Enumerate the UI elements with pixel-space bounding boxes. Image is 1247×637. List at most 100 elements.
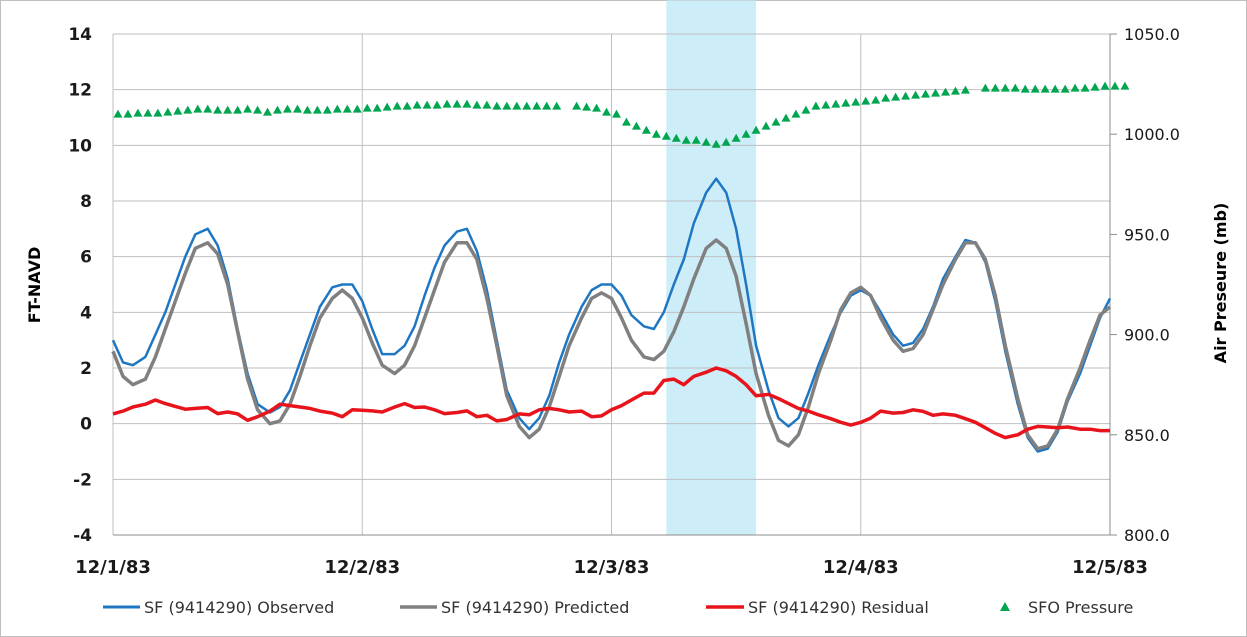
legend-label-predicted: SF (9414290) Predicted: [441, 598, 629, 617]
pressure-point-3: [143, 108, 153, 117]
pressure-point-15: [263, 107, 273, 116]
x-tick-label-3: 12/4/83: [823, 557, 899, 578]
pressure-point-27: [382, 102, 392, 111]
series-line-2: [112, 366, 1110, 440]
pressure-point-18: [292, 104, 302, 113]
pressure-point-71: [831, 99, 841, 108]
x-tick-label-2: 12/3/83: [574, 557, 650, 578]
pressure-point-45: [572, 101, 582, 110]
pressure-point-43: [542, 101, 552, 110]
pressure-point-46: [582, 102, 592, 111]
pressure-point-96: [1090, 82, 1100, 91]
pressure-point-6: [173, 106, 183, 115]
pressure-point-20: [312, 105, 322, 114]
pressure-point-57: [691, 135, 701, 144]
pressure-point-92: [1050, 84, 1060, 93]
pressure-point-91: [1040, 84, 1050, 93]
pressure-point-69: [811, 101, 821, 110]
pressure-point-82: [940, 87, 950, 96]
grid-layer: [112, 33, 1111, 535]
pressure-point-4: [153, 108, 163, 117]
y-tick-label-8: 12: [68, 81, 92, 101]
pressure-point-16: [273, 105, 283, 114]
pressure-point-52: [641, 125, 651, 134]
pressure-point-30: [412, 100, 422, 109]
y2-tick-label-2: 900.0: [1124, 326, 1170, 345]
pressure-point-65: [771, 117, 781, 126]
y-tick-label-3: 2: [80, 359, 92, 379]
pressure-point-12: [233, 105, 243, 114]
pressure-point-25: [362, 103, 372, 112]
pressure-point-32: [432, 100, 442, 109]
pressure-point-98: [1110, 81, 1120, 90]
pressure-point-97: [1100, 81, 1110, 90]
pressure-point-17: [282, 104, 292, 113]
pressure-point-56: [681, 135, 691, 144]
pressure-point-74: [861, 96, 871, 105]
y-tick-label-4: 4: [80, 303, 92, 323]
legend-label-observed: SF (9414290) Observed: [144, 598, 334, 617]
y-axis-label: FT-NAVD: [25, 247, 44, 323]
pressure-point-61: [731, 133, 741, 142]
pressure-point-78: [901, 91, 911, 100]
pressure-point-99: [1120, 81, 1130, 90]
pressure-point-7: [183, 105, 193, 114]
series-line-0: [111, 177, 1112, 453]
x-tick-label-1: 12/2/83: [324, 557, 400, 578]
pressure-point-24: [352, 104, 362, 113]
pressure-point-22: [332, 104, 342, 113]
pressure-point-23: [342, 104, 352, 113]
pressure-point-2: [133, 108, 143, 117]
pressure-point-31: [422, 100, 432, 109]
pressure-point-73: [851, 97, 861, 106]
legend-label-pressure: SFO Pressure: [1028, 598, 1133, 617]
y-tick-label-1: -2: [73, 470, 92, 490]
pressure-point-58: [701, 137, 711, 146]
series-layer: [111, 81, 1130, 453]
pressure-point-21: [322, 105, 332, 114]
pressure-point-49: [611, 109, 621, 118]
y2-tick-label-4: 1000.0: [1124, 125, 1180, 144]
y-tick-label-6: 8: [80, 192, 92, 212]
pressure-point-47: [592, 103, 602, 112]
pressure-point-10: [213, 105, 223, 114]
pressure-point-5: [163, 107, 173, 116]
pressure-point-44: [552, 101, 562, 110]
y-tick-label-7: 10: [68, 136, 92, 156]
pressure-point-51: [631, 121, 641, 130]
pressure-point-66: [781, 113, 791, 122]
pressure-point-39: [502, 101, 512, 110]
pressure-point-75: [871, 95, 881, 104]
pressure-point-95: [1080, 83, 1090, 92]
pressure-point-42: [532, 101, 542, 110]
pressure-point-76: [881, 93, 891, 102]
pressure-point-72: [841, 98, 851, 107]
pressure-point-54: [661, 131, 671, 140]
y-tick-label-2: 0: [80, 415, 92, 435]
pressure-point-50: [621, 117, 631, 126]
pressure-point-35: [462, 99, 472, 108]
pressure-point-1: [123, 109, 133, 118]
pressure-point-19: [302, 105, 312, 114]
y-tick-label-5: 6: [80, 248, 92, 268]
pressure-point-60: [721, 137, 731, 146]
pressure-point-8: [193, 104, 203, 113]
y-tick-label-0: -4: [73, 526, 92, 546]
pressure-point-13: [243, 104, 253, 113]
pressure-point-80: [921, 89, 931, 98]
pressure-point-83: [950, 86, 960, 95]
pressure-point-88: [1010, 83, 1020, 92]
y2-tick-label-0: 800.0: [1124, 526, 1170, 545]
tick-labels-layer: -4 -2 0 2 4 6 8 10 12 14 800.0 850.0 900.0 950.0 1000.…: [68, 25, 1180, 578]
pressure-point-59: [711, 139, 721, 148]
pressure-point-79: [911, 90, 921, 99]
y2-tick-label-1: 850.0: [1124, 426, 1170, 445]
pressure-point-93: [1060, 84, 1070, 93]
pressure-point-81: [931, 88, 941, 97]
pressure-point-48: [602, 107, 612, 116]
pressure-point-14: [253, 105, 263, 114]
pressure-point-34: [452, 99, 462, 108]
pressure-point-55: [671, 133, 681, 142]
legend: SF (9414290) Observed SF (9414290) Predi…: [103, 598, 1133, 617]
